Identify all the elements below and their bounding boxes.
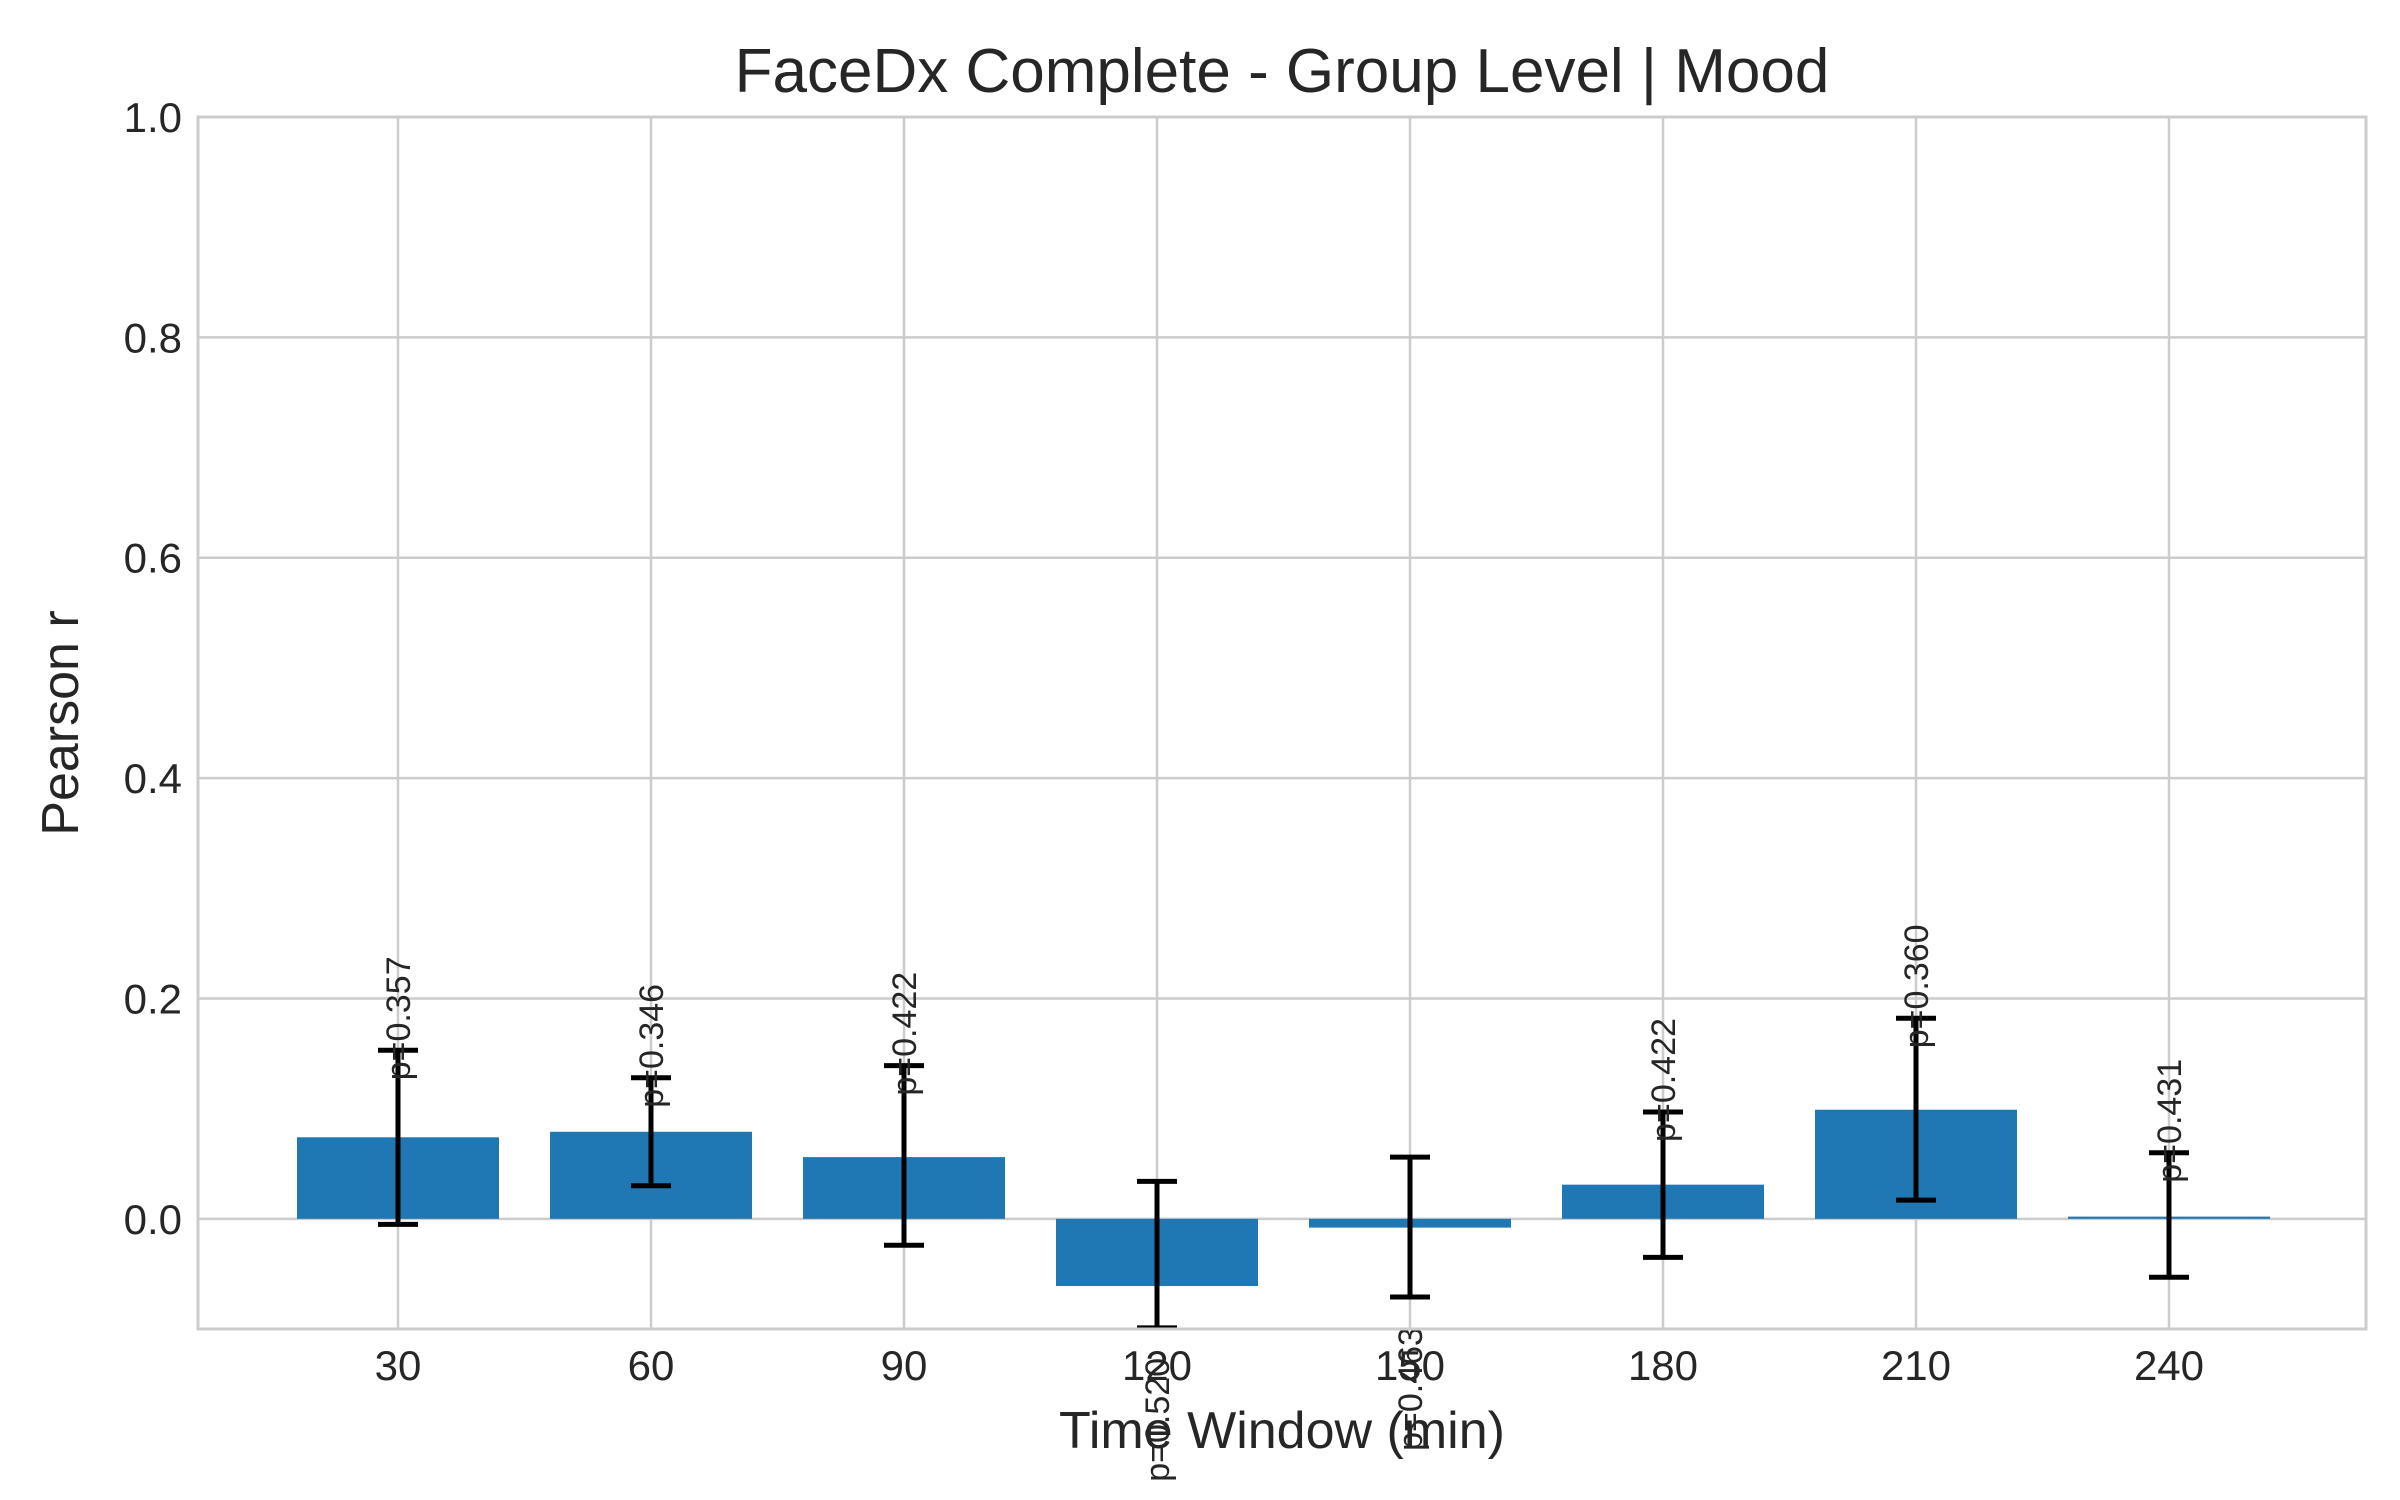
chart-title: FaceDx Complete - Group Level | Mood [735,37,1830,106]
p-value-label: p=0.422 [1645,1018,1683,1142]
x-tick-label: 240 [2134,1342,2204,1389]
p-value-label: p=0.357 [380,956,418,1080]
x-tick-label: 150 [1375,1342,1445,1389]
x-tick-label: 60 [628,1342,675,1389]
x-tick-label: 30 [375,1342,422,1389]
p-value-label: p=0.431 [2151,1059,2189,1183]
y-axis-label: Pearson r [32,610,90,835]
y-tick-label: 0.8 [124,314,182,361]
p-value-label: p=0.360 [1898,924,1936,1048]
grid-lines [198,115,2366,1329]
p-value-label: p=0.520 [1139,1358,1177,1482]
x-tick-label: 90 [881,1342,928,1389]
x-tick-labels: 30 60 90 120 150 180 210 240 [375,1342,2204,1389]
p-value-label: p=0.463 [1392,1327,1430,1451]
error-bars [378,1015,2189,1331]
plot-frame [196,115,2368,1331]
bars [297,1109,2270,1287]
y-tick-labels: 0.0 0.2 0.4 0.6 0.8 1.0 [124,94,182,1243]
y-tick-label: 0.2 [124,975,182,1022]
p-value-label: p=0.422 [886,972,924,1096]
y-tick-label: 1.0 [124,94,182,141]
y-tick-label: 0.0 [124,1196,182,1243]
x-tick-label: 120 [1122,1342,1192,1389]
x-tick-label: 210 [1881,1342,1951,1389]
y-tick-label: 0.4 [124,755,182,802]
y-tick-label: 0.6 [124,535,182,582]
x-tick-label: 180 [1628,1342,1698,1389]
p-value-label: p=0.346 [633,984,671,1108]
p-value-labels: p=0.357 p=0.346 p=0.422 p=0.520 p=0.463 p=0.4… [380,924,2189,1481]
x-axis-label: Time Window (min) [1059,1402,1505,1460]
